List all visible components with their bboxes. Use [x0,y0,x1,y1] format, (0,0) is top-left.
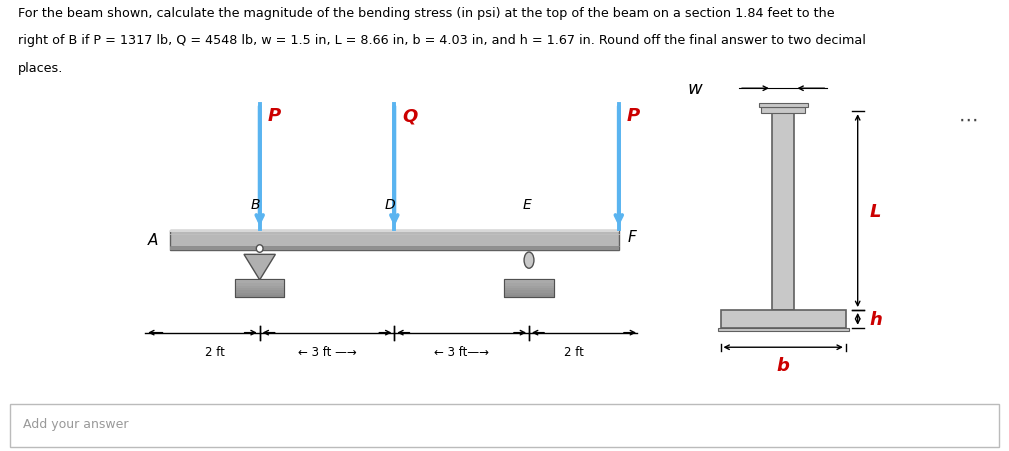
Text: L: L [870,202,881,220]
Text: Q: Q [403,107,418,125]
Bar [170,248,619,250]
Bar [235,295,285,298]
Ellipse shape [256,245,263,253]
Bar [504,295,554,298]
Text: Add your answer: Add your answer [23,418,128,431]
Bar [504,288,554,290]
Bar [235,290,285,293]
Text: B: B [250,198,260,212]
Text: P: P [267,107,282,125]
Bar [235,284,285,286]
Bar [761,107,805,114]
Bar [235,286,285,288]
FancyBboxPatch shape [10,404,999,447]
Text: D: D [384,198,396,212]
Bar [235,293,285,295]
Text: P: P [627,107,640,125]
Bar [235,279,285,298]
Bar [759,104,807,107]
Bar [504,279,554,298]
Text: 2 ft: 2 ft [205,345,225,359]
Ellipse shape [524,253,534,269]
Bar [504,281,554,284]
Text: places.: places. [18,62,64,75]
Text: right of B if P = 1317 lb, Q = 4548 lb, w = 1.5 in, L = 8.66 in, b = 4.03 in, an: right of B if P = 1317 lb, Q = 4548 lb, … [18,34,866,47]
Bar [170,230,619,233]
Bar [235,279,285,298]
Bar [170,230,619,250]
Text: E: E [523,198,531,212]
Text: w: w [688,80,702,98]
Text: ⋯: ⋯ [960,110,979,129]
Bar [504,293,554,295]
Bar [717,328,849,331]
Bar [720,310,846,328]
Text: b: b [777,356,790,374]
Text: ← 3 ft—→: ← 3 ft—→ [434,345,489,359]
Bar [235,281,285,284]
Text: For the beam shown, calculate the magnitude of the bending stress (in psi) at th: For the beam shown, calculate the magnit… [18,7,834,20]
Text: F: F [628,230,637,245]
Bar [504,279,554,281]
Text: A: A [148,233,158,248]
Polygon shape [244,255,275,280]
Bar [504,279,554,298]
Bar [504,286,554,288]
Bar [504,284,554,286]
Text: 2 ft: 2 ft [564,345,584,359]
Bar [235,288,285,290]
Bar [772,112,794,310]
Bar [235,279,285,281]
Bar [504,290,554,293]
Text: ← 3 ft —→: ← 3 ft —→ [298,345,356,359]
Text: h: h [870,310,883,328]
